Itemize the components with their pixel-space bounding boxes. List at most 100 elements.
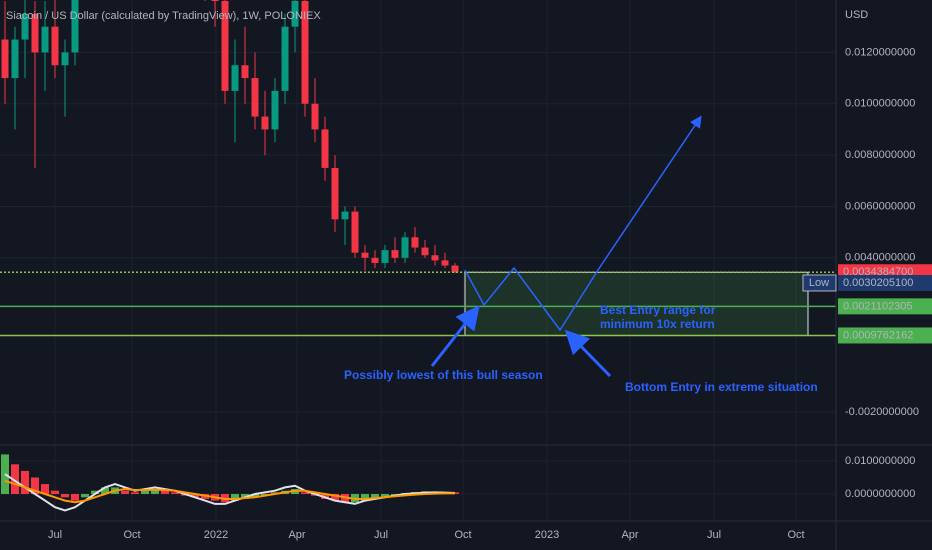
- candle-body: [291, 1, 299, 27]
- histogram-bar: [51, 490, 59, 494]
- histogram-bar: [71, 493, 79, 501]
- histogram-bar: [121, 490, 129, 494]
- price-tag: [838, 274, 932, 291]
- candle-body: [281, 26, 289, 91]
- histogram-bar: [11, 464, 19, 494]
- candle-body: [391, 250, 399, 258]
- annotation: Best Entry range for: [600, 303, 716, 317]
- candle-body: [361, 252, 369, 258]
- histogram-bar: [1, 454, 9, 494]
- tag-label: Low: [809, 277, 829, 289]
- candle-body: [41, 26, 49, 53]
- candle-body: [401, 237, 409, 258]
- projection-path: [464, 115, 702, 332]
- price-tag: [838, 327, 932, 344]
- x-tick-label: Oct: [454, 529, 471, 541]
- x-tick-label: 2022: [204, 529, 228, 541]
- candle-body: [341, 211, 349, 220]
- candle-body: [61, 52, 69, 66]
- x-tick-label: Apr: [288, 529, 305, 541]
- price-tag-label: 0.0030205100: [843, 277, 913, 289]
- price-tag: [838, 298, 932, 315]
- candle-body: [21, 13, 29, 40]
- y-tick-label: 0.0040000000: [845, 252, 915, 264]
- candle-body: [451, 265, 459, 273]
- histogram-bar: [21, 470, 29, 494]
- candle-body: [441, 260, 449, 266]
- candle-body: [271, 90, 279, 130]
- x-tick-label: Jul: [374, 529, 388, 541]
- price-pane: [0, 0, 836, 337]
- x-tick-label: Apr: [621, 529, 638, 541]
- candle-body: [301, 1, 309, 104]
- candle-body: [431, 255, 439, 261]
- x-tick-label: 2023: [535, 529, 559, 541]
- arrow: [430, 305, 480, 367]
- x-tick-label: Oct: [787, 529, 804, 541]
- y-tick-label: -0.0020000000: [845, 406, 919, 418]
- histogram-bar: [91, 490, 99, 494]
- histogram-bar: [361, 493, 369, 501]
- histogram-bar: [81, 493, 89, 498]
- candle-body: [251, 78, 259, 117]
- grid: [0, 0, 836, 521]
- histogram-bar: [161, 490, 169, 494]
- histogram-bar: [141, 490, 149, 494]
- histogram-bar: [331, 493, 339, 501]
- histogram-bar: [131, 492, 139, 494]
- histogram-bar: [301, 492, 309, 494]
- candle-body: [221, 1, 229, 91]
- y-tick-label: 0.0060000000: [845, 200, 915, 212]
- annotation: Possibly lowest of this bull season: [344, 368, 543, 382]
- candle-body: [261, 116, 269, 130]
- candle-body: [421, 247, 429, 256]
- currency-label: USD: [845, 9, 868, 21]
- chart-title: Siacoin / US Dollar (calculated by Tradi…: [6, 10, 321, 22]
- candle-body: [351, 211, 359, 253]
- candle-body: [371, 257, 379, 263]
- histogram-bar: [231, 493, 239, 501]
- histogram-bar: [151, 489, 159, 494]
- candle-body: [11, 39, 19, 79]
- entry-zone: [464, 271, 809, 336]
- candle-body: [31, 13, 39, 53]
- x-tick-label: Oct: [123, 529, 140, 541]
- candle-body: [321, 129, 329, 168]
- y-tick-label: 0.0120000000: [845, 46, 915, 58]
- candle-body: [311, 103, 319, 130]
- candle-body: [241, 65, 249, 79]
- annotation: minimum 10x return: [600, 317, 715, 331]
- candle-body: [411, 237, 419, 248]
- histogram-bar: [251, 493, 259, 498]
- histogram-bar: [371, 493, 379, 499]
- indicator-tick-label: 0.0000000000: [845, 488, 915, 500]
- candle-body: [331, 167, 339, 220]
- histogram-bar: [171, 492, 179, 494]
- y-tick-label: 0.0080000000: [845, 149, 915, 161]
- signal-line: [4, 479, 455, 504]
- histogram-bar: [191, 493, 199, 498]
- candle-body: [211, 0, 219, 2]
- histogram-bar: [381, 493, 389, 498]
- histogram-bar: [41, 484, 49, 494]
- tag-box: [802, 274, 837, 292]
- arrow: [564, 329, 612, 378]
- candle-body: [231, 65, 239, 91]
- candle-body: [51, 26, 59, 66]
- y-tick-label: 0.0100000000: [845, 98, 915, 110]
- indicator-tick-label: 0.0100000000: [845, 455, 915, 467]
- histogram-bar: [61, 493, 69, 498]
- x-tick-label: Jul: [707, 529, 721, 541]
- candle-body: [71, 0, 79, 53]
- annotation: Bottom Entry in extreme situation: [625, 380, 818, 394]
- candle-body: [381, 250, 389, 263]
- candle-body: [1, 39, 9, 79]
- histogram-bar: [31, 477, 39, 494]
- x-tick-label: Jul: [48, 529, 62, 541]
- histogram-bar: [101, 487, 109, 494]
- price-tag-label: 0.0009762162: [843, 329, 913, 341]
- indicator-pane: [1, 454, 459, 512]
